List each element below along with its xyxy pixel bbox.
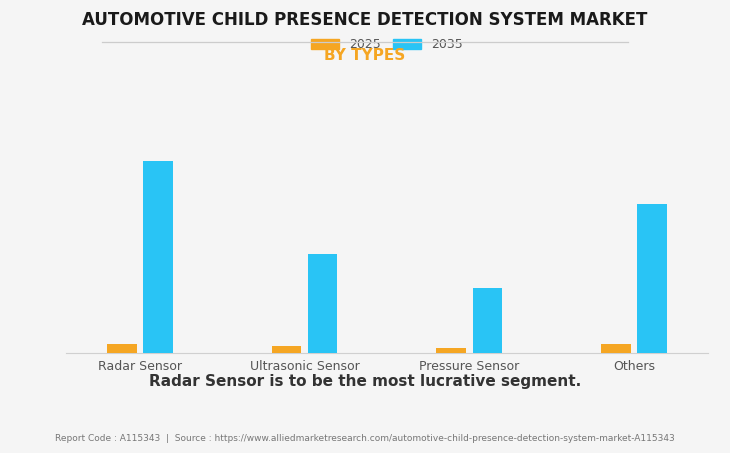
Legend: 2025, 2035: 2025, 2035	[307, 34, 467, 57]
Bar	[143, 161, 173, 353]
Text: AUTOMOTIVE CHILD PRESENCE DETECTION SYSTEM MARKET: AUTOMOTIVE CHILD PRESENCE DETECTION SYST…	[82, 11, 648, 29]
Text: BY TYPES: BY TYPES	[324, 48, 406, 63]
Bar	[272, 346, 301, 353]
Bar	[637, 203, 667, 353]
Bar	[601, 344, 631, 353]
Bar	[308, 254, 337, 353]
Bar	[472, 288, 502, 353]
Text: Report Code : A115343  |  Source : https://www.alliedmarketresearch.com/automoti: Report Code : A115343 | Source : https:/…	[55, 434, 675, 443]
Text: Radar Sensor is to be the most lucrative segment.: Radar Sensor is to be the most lucrative…	[149, 374, 581, 389]
Bar	[437, 348, 466, 353]
Bar	[107, 344, 137, 353]
